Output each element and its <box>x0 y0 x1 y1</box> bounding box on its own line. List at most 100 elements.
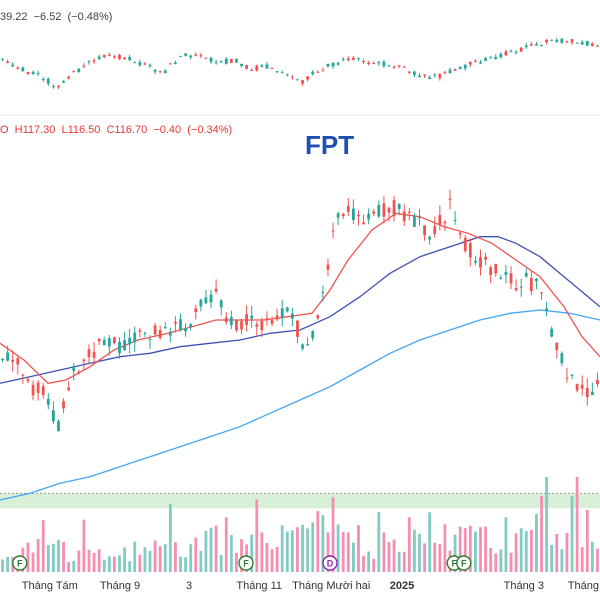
volume-bar <box>255 499 259 572</box>
index-candle <box>443 71 447 73</box>
event-marker-label: F <box>243 559 249 569</box>
index-candle <box>514 52 518 54</box>
volume-bar <box>87 549 91 572</box>
price-candle <box>331 230 335 232</box>
index-candle <box>189 55 193 58</box>
price-candle <box>41 386 45 396</box>
volume-bar <box>270 549 274 572</box>
price-candle <box>168 331 172 336</box>
price-candle <box>565 377 569 379</box>
volume-bar <box>458 526 462 572</box>
volume-bar <box>250 534 254 572</box>
volume-bar <box>224 517 228 572</box>
volume-bar <box>514 533 518 572</box>
price-candle <box>413 216 416 227</box>
index-candle <box>311 71 315 75</box>
volume-bar <box>509 552 513 572</box>
volume-bar <box>560 549 564 572</box>
price-candle <box>570 374 574 376</box>
price-candle <box>46 398 50 405</box>
index-candle <box>158 71 162 73</box>
price-candle <box>535 278 538 282</box>
event-marker-label: F <box>461 559 467 569</box>
price-candle <box>580 384 584 389</box>
x-axis-label: Tháng Mười hai <box>292 580 371 592</box>
index-candle <box>209 57 213 63</box>
volume-bar <box>97 549 101 572</box>
price-candle <box>128 337 132 345</box>
price-candle <box>265 318 269 320</box>
volume-bar <box>397 551 401 572</box>
price-candle <box>260 320 264 331</box>
volume-bar <box>575 477 579 572</box>
x-axis-label: 3 <box>185 580 193 592</box>
price-candle <box>199 299 203 307</box>
volume-bar <box>107 556 111 572</box>
volume-bar <box>209 527 213 572</box>
volume-bar <box>229 535 233 572</box>
price-candle <box>107 338 111 347</box>
price-candle <box>529 278 533 292</box>
volume-bar <box>189 544 193 572</box>
event-marker-label: D <box>327 559 334 569</box>
volume-bar <box>62 542 65 572</box>
index-candle <box>550 39 554 41</box>
volume-bar <box>443 524 447 572</box>
volume-bar <box>529 529 533 572</box>
price-candle <box>31 384 35 396</box>
index-candle <box>413 71 416 75</box>
price-candle <box>204 297 208 304</box>
volume-bar <box>280 525 284 572</box>
index-candle <box>489 57 493 59</box>
index-candle <box>580 42 584 45</box>
price-candle <box>102 339 106 346</box>
volume-bar <box>6 557 10 572</box>
volume-bar <box>306 528 310 572</box>
index-candle <box>545 40 549 43</box>
price-candle <box>275 315 279 320</box>
volume-bar <box>565 533 569 572</box>
index-candle <box>306 76 310 80</box>
price-candle <box>133 332 137 343</box>
index-candle <box>570 39 574 43</box>
price-candle <box>402 211 406 222</box>
index-candle <box>326 63 330 67</box>
volume-bar <box>184 557 187 572</box>
price-candle <box>240 321 243 330</box>
volume-bar <box>519 528 523 572</box>
index-candle <box>97 56 101 60</box>
volume-bar <box>265 543 269 572</box>
price-candle <box>346 205 350 212</box>
index-candle <box>585 41 589 46</box>
volume-bar <box>418 533 421 572</box>
volume-bar <box>219 554 223 572</box>
price-candle <box>590 391 594 395</box>
index-candle <box>336 63 340 65</box>
volume-bar <box>555 534 559 572</box>
index-candle <box>504 51 508 56</box>
price-candle <box>118 341 121 354</box>
index-candle <box>382 61 386 67</box>
price-candle <box>285 307 289 312</box>
price-candle <box>280 308 284 317</box>
price-candle <box>306 344 310 346</box>
index-readout: 39.22 −6.52 (−0.48%) <box>0 11 115 23</box>
volume-bar <box>235 552 238 572</box>
index-candle <box>138 62 142 66</box>
price-candle <box>433 226 437 234</box>
volume-bar <box>377 512 381 572</box>
price-candle <box>407 211 411 213</box>
price-candle <box>423 225 426 236</box>
price-candle <box>585 387 589 398</box>
volume-bar <box>479 527 482 572</box>
price-candle <box>453 220 457 222</box>
index-candle <box>392 66 396 68</box>
volume-bar <box>321 515 325 572</box>
price-candle <box>245 314 249 325</box>
index-change-pct: (−0.48%) <box>67 11 113 23</box>
index-candle <box>51 86 55 88</box>
price-candle <box>468 243 472 258</box>
ma-slow-line <box>0 309 600 501</box>
volume-bar <box>357 525 360 572</box>
